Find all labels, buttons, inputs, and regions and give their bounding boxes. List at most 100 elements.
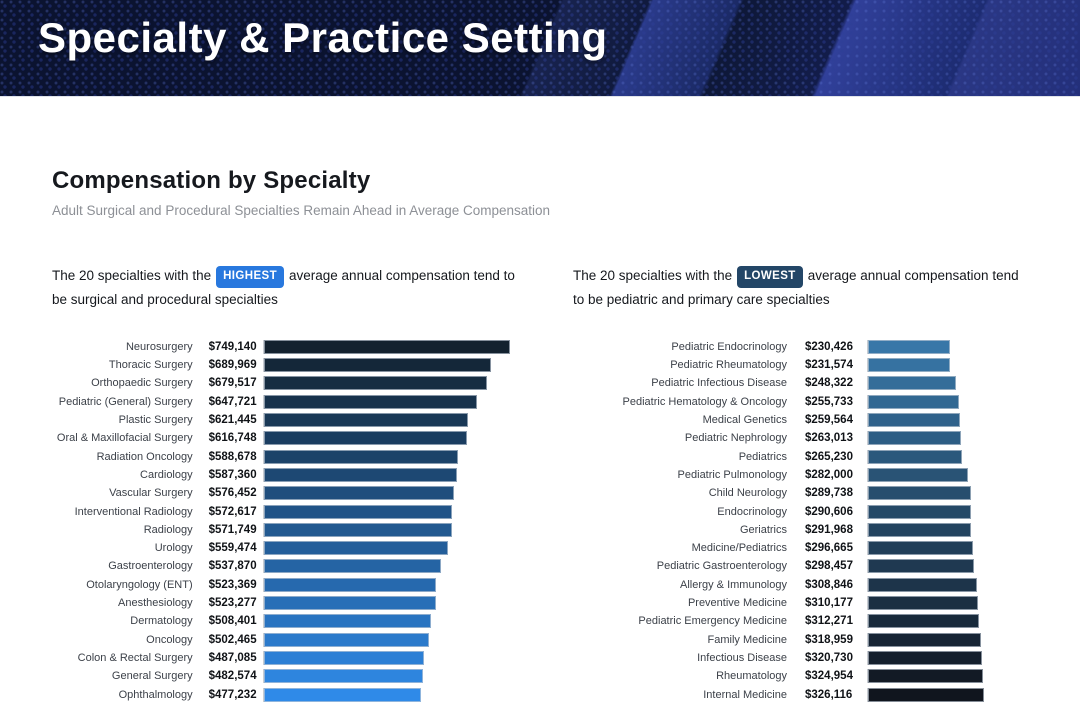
bar — [868, 669, 984, 684]
bar — [868, 596, 978, 611]
bar-track — [867, 467, 992, 482]
value-label: $289,738 — [805, 487, 853, 500]
category-label: Anesthesiology — [118, 597, 193, 610]
bar-track — [263, 632, 527, 647]
highest-compensation-column: The 20 specialties with the HIGHEST averag… — [52, 265, 527, 704]
value-label: $291,968 — [805, 523, 853, 536]
bar — [868, 650, 982, 665]
value-label: $587,360 — [208, 468, 257, 481]
category-label: Pediatric (General) Surgery — [58, 395, 193, 408]
value-label: $679,517 — [208, 377, 257, 390]
bar-track — [867, 431, 992, 446]
bar-row: Pediatric Nephrology $263,013 — [573, 429, 1028, 447]
bar-track — [867, 596, 992, 611]
value-label: $571,749 — [208, 523, 257, 536]
bar-row: Anesthesiology $523,277 — [52, 594, 527, 612]
bar-track — [263, 541, 527, 556]
value-label: $477,232 — [208, 688, 257, 701]
bar-track — [263, 614, 527, 629]
category-label: Pediatric Pulmonology — [677, 468, 787, 481]
value-label: $263,013 — [805, 432, 853, 445]
bar — [264, 632, 430, 647]
bar — [264, 687, 422, 702]
page-banner: Specialty & Practice Setting — [0, 0, 1080, 97]
highest-badge: HIGHEST — [216, 265, 285, 289]
bar-track — [263, 687, 527, 702]
bar — [868, 394, 959, 409]
bar-track — [867, 504, 992, 519]
bar-row: Geriatrics $291,968 — [573, 521, 1028, 539]
bar-track — [867, 358, 992, 373]
bar-track — [867, 614, 992, 629]
bar — [868, 486, 971, 501]
bar-row: Radiology $571,749 — [52, 521, 527, 539]
bar-row: Dermatology $508,401 — [52, 612, 527, 630]
bar — [264, 504, 453, 519]
value-label: $312,271 — [805, 615, 853, 628]
bar-track — [867, 394, 992, 409]
bar — [868, 449, 962, 464]
category-label: Pediatric Emergency Medicine — [638, 615, 787, 628]
bar — [264, 596, 437, 611]
category-label: Cardiology — [140, 468, 193, 481]
section-subtitle: Adult Surgical and Procedural Specialtie… — [52, 203, 551, 218]
value-label: $255,733 — [805, 395, 853, 408]
value-label: $324,954 — [805, 670, 853, 683]
bar — [264, 559, 441, 574]
category-label: Medical Genetics — [702, 414, 787, 427]
bar-row: Neurosurgery $749,140 — [52, 338, 527, 356]
category-label: Orthopaedic Surgery — [91, 377, 193, 390]
bar-track — [263, 486, 527, 501]
value-label: $320,730 — [805, 651, 853, 664]
bar — [868, 504, 971, 519]
bar — [264, 339, 511, 354]
category-label: Pediatrics — [738, 450, 787, 463]
value-label: $559,474 — [208, 542, 257, 555]
bar-track — [263, 376, 527, 391]
bar — [868, 413, 960, 428]
value-label: $259,564 — [805, 414, 853, 427]
bar-track — [867, 541, 992, 556]
category-label: Otolaryngology (ENT) — [86, 578, 193, 591]
bar-row: Preventive Medicine $310,177 — [573, 594, 1028, 612]
category-label: Allergy & Immunology — [680, 578, 787, 591]
highest-compensation-chart: Neurosurgery $749,140 Thoracic Surgery $689… — [52, 338, 527, 704]
bar-row: Ophthalmology $477,232 — [52, 685, 527, 703]
bar-row: Colon & Rectal Surgery $487,085 — [52, 649, 527, 667]
bar — [264, 541, 449, 556]
category-label: Pediatric Infectious Disease — [651, 377, 787, 390]
value-label: $482,574 — [208, 670, 257, 683]
bar — [868, 467, 968, 482]
bar — [264, 413, 469, 428]
bar-track — [263, 467, 527, 482]
bar-row: Gastroenterology $537,870 — [52, 557, 527, 575]
bar — [264, 376, 488, 391]
bar-track — [867, 687, 992, 702]
value-label: $647,721 — [208, 395, 257, 408]
category-label: Rheumatology — [716, 670, 787, 683]
bar-row: Pediatrics $265,230 — [573, 448, 1028, 466]
category-label: Vascular Surgery — [109, 487, 193, 500]
value-label: $537,870 — [208, 560, 257, 573]
bar-row: Pediatric Gastroenterology $298,457 — [573, 557, 1028, 575]
bar-track — [263, 449, 527, 464]
category-label: Pediatric Nephrology — [684, 432, 787, 445]
bar-row: Child Neurology $289,738 — [573, 484, 1028, 502]
bar-row: Pediatric Endocrinology $230,426 — [573, 338, 1028, 356]
bar — [868, 559, 974, 574]
bar-track — [867, 413, 992, 428]
category-label: Ophthalmology — [118, 688, 193, 701]
bar — [264, 449, 458, 464]
bar-track — [867, 449, 992, 464]
bar-row: Endocrinology $290,606 — [573, 502, 1028, 520]
category-label: Pediatric Rheumatology — [670, 359, 787, 372]
value-label: $523,277 — [208, 597, 257, 610]
bar-track — [263, 577, 527, 592]
bar-track — [263, 394, 527, 409]
bar — [868, 376, 956, 391]
category-label: Oral & Maxillofacial Surgery — [56, 432, 193, 445]
bar — [868, 522, 972, 537]
section-title: Compensation by Specialty — [52, 167, 371, 194]
bar-row: Thoracic Surgery $689,969 — [52, 356, 527, 374]
bar-row: Otolaryngology (ENT) $523,369 — [52, 576, 527, 594]
